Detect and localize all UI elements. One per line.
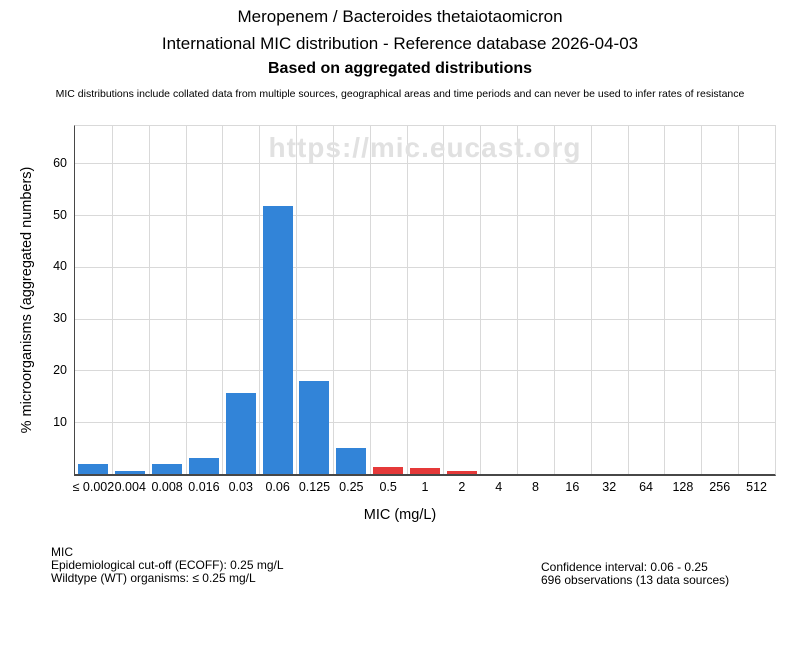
x-tick-label: 8 — [532, 480, 539, 494]
x-tick-label: 0.016 — [188, 480, 220, 494]
vertical-gridline — [222, 126, 224, 474]
mic-bar — [188, 457, 219, 474]
vertical-gridline — [517, 126, 519, 474]
mic-bar — [78, 464, 109, 474]
vertical-gridline — [259, 126, 261, 474]
mic-bar — [225, 393, 256, 474]
vertical-gridline — [296, 126, 298, 474]
wildtype-value-line: Wildtype (WT) organisms: ≤ 0.25 mg/L — [51, 571, 256, 586]
vertical-gridline — [590, 126, 592, 474]
vertical-gridline — [443, 126, 445, 474]
vertical-gridline — [185, 126, 187, 474]
x-tick-label: 0.5 — [379, 480, 397, 494]
vertical-gridline — [369, 126, 371, 474]
horizontal-gridline — [75, 163, 775, 165]
horizontal-gridline — [75, 422, 775, 424]
x-tick-label: 0.06 — [265, 480, 290, 494]
mic-bar — [299, 380, 330, 474]
mic-bar — [152, 464, 183, 474]
x-axis-title: MIC (mg/L) — [363, 507, 437, 523]
observations-info-block: Confidence interval: 0.06 - 0.25 696 obs… — [541, 560, 730, 588]
watermark-text: https://mic.eucast.org — [268, 132, 582, 163]
x-tick-label: 2 — [458, 480, 466, 494]
vertical-gridline — [701, 126, 703, 474]
vertical-gridline — [664, 126, 666, 474]
vertical-gridline — [627, 126, 629, 474]
y-tick-label: 20 — [53, 362, 67, 377]
vertical-gridline — [332, 126, 334, 474]
y-tick-label: 50 — [53, 207, 67, 222]
x-tick-label: ≤ 0.002 — [72, 480, 115, 494]
x-tick-label: 0.25 — [339, 480, 364, 494]
page-title: Meropenem / Bacteroides thetaiotaomicron — [237, 7, 563, 26]
x-tick-label: 0.008 — [151, 480, 183, 494]
x-tick-label: 32 — [602, 480, 617, 494]
page-subtitle: International MIC distribution - Referen… — [161, 34, 639, 53]
page-subtitle-aggregated: Based on aggregated distributions — [267, 60, 533, 77]
horizontal-gridline — [75, 266, 775, 268]
vertical-gridline — [111, 126, 113, 474]
ecoff-value-line: Epidemiological cut-off (ECOFF): 0.25 mg… — [51, 558, 284, 573]
vertical-gridline — [738, 126, 740, 474]
vertical-gridline — [480, 126, 482, 474]
vertical-gridline — [148, 126, 150, 474]
disclaimer-text: MIC distributions include collated data … — [55, 88, 745, 100]
y-tick-label: 30 — [53, 311, 67, 326]
vertical-gridline — [553, 126, 555, 474]
horizontal-gridline — [75, 318, 775, 320]
x-tick-label: 16 — [565, 480, 580, 494]
x-tick-label: 0.125 — [298, 480, 331, 494]
horizontal-gridline — [75, 370, 775, 372]
plot-area: https://mic.eucast.org — [74, 125, 776, 476]
vertical-gridline — [406, 126, 408, 474]
mic-section-label: MIC — [51, 545, 73, 559]
mic-bar — [115, 471, 146, 474]
observations-line: 696 observations (13 data sources) — [541, 573, 730, 588]
mic-bar — [373, 467, 404, 474]
y-tick-label: 40 — [53, 259, 67, 274]
mic-bar — [262, 205, 293, 474]
mic-bar — [446, 471, 477, 474]
x-tick-label: 0.03 — [228, 480, 253, 494]
x-tick-label: 64 — [639, 480, 653, 494]
mic-bar — [336, 447, 367, 474]
x-tick-label: 128 — [672, 480, 694, 494]
x-tick-label: 512 — [746, 480, 767, 494]
x-tick-label: 0.004 — [114, 480, 146, 494]
ecoff-info-block: MIC Epidemiological cut-off (ECOFF): 0.2… — [51, 545, 284, 586]
confidence-interval-line: Confidence interval: 0.06 - 0.25 — [541, 560, 708, 574]
x-tick-label: 1 — [421, 480, 429, 494]
mic-bar — [410, 468, 440, 474]
x-tick-label: 256 — [709, 480, 731, 494]
y-tick-label: 10 — [53, 414, 67, 429]
y-tick-label: 60 — [53, 155, 67, 170]
x-tick-label: 4 — [495, 480, 503, 494]
horizontal-gridline — [75, 215, 775, 217]
